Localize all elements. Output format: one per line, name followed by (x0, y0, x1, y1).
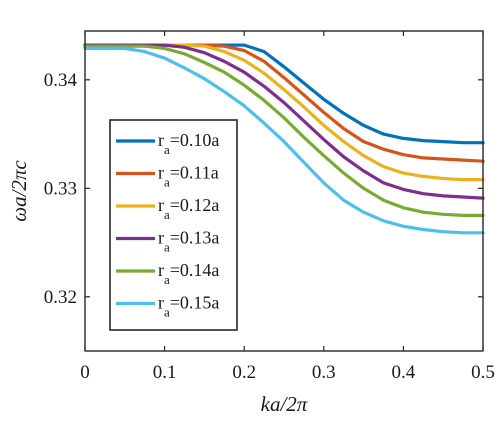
legend-box (109, 119, 238, 331)
legend-label-2: ra=0.11a (158, 163, 219, 190)
plot-area-frame (84, 30, 484, 352)
series-line-6 (83, 46, 485, 235)
series-layer (83, 43, 485, 235)
x-tick-label: 0.5 (471, 362, 495, 383)
y-tick-label: 0.34 (44, 70, 78, 91)
y-axis-label: ωa/2πc (7, 160, 31, 222)
y-tick-label: 0.32 (44, 287, 77, 308)
y-tick-label: 0.33 (44, 178, 77, 199)
x-tick-label: 0.4 (392, 362, 416, 383)
legend-label-3: ra=0.12a (158, 195, 219, 222)
x-tick-label: 0 (80, 362, 90, 383)
legend-label-5: ra=0.14a (158, 260, 219, 287)
legend: ra=0.10a ra=0.11a ra=0.12a ra=0.13a ra=0.14a… (109, 119, 238, 331)
x-tick-label: 0.1 (153, 362, 177, 383)
series-line-5 (83, 44, 485, 217)
x-tick-label: 0.3 (312, 362, 336, 383)
x-tick-label: 0.2 (232, 362, 256, 383)
legend-label-6: ra=0.15a (158, 293, 219, 320)
legend-label-4: ra=0.13a (158, 228, 219, 255)
legend-label-1: ra=0.10a (158, 130, 219, 157)
x-axis-label: ka/2π (261, 392, 308, 416)
series-line-4 (83, 43, 485, 200)
ticks-layer: 0 0.1 0.2 0.3 0.4 0.5 0.32 0.33 0.34 (44, 31, 495, 383)
